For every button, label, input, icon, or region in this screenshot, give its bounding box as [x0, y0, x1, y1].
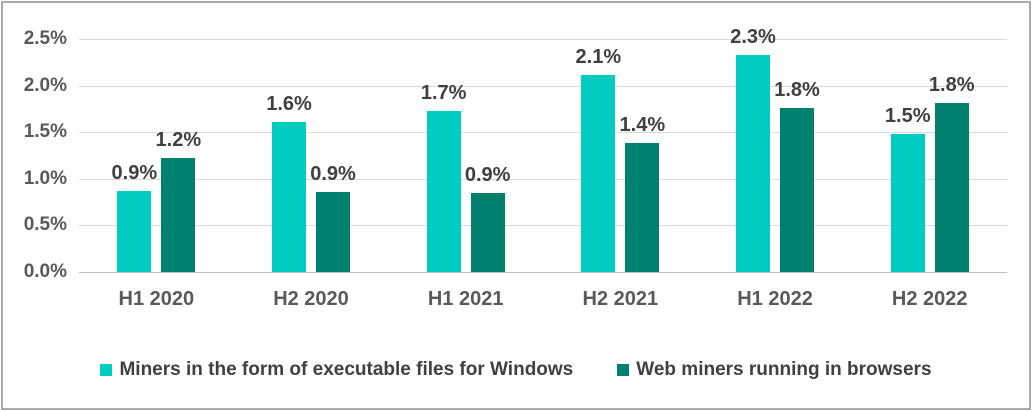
bar-miners-in-h1-2020: 0.9% [112, 163, 157, 272]
bar-miners-in-h1-2022: 2.3% [730, 27, 776, 272]
bar-web-miners-h2-2020: 0.9% [310, 164, 356, 272]
gridline [79, 39, 1007, 40]
x-tick-label-h1-2022: H1 2022 [737, 288, 813, 310]
data-label: 1.7% [420, 82, 467, 104]
y-tick-label-2-5: 2.5% [23, 28, 67, 49]
y-tick-label-1-5: 1.5% [23, 121, 67, 143]
bar-web-miners-h2-2021: 1.4% [620, 115, 665, 272]
gridline [79, 132, 1007, 134]
bar-miners-in-h2-2022: 1.5% [885, 106, 930, 272]
gridline [79, 178, 1007, 180]
plot-area: 0.0% 0.5% 1.0% 1.5% 2.0% 2.5% 0.9% 1.2% 1.6% 0.9… [3, 3, 1029, 408]
y-tick-label-0-5: 0.5% [23, 214, 67, 236]
x-tick-label-h2-2022: H2 2022 [891, 288, 968, 310]
bar-miners-in-h2-2020: 1.6% [266, 94, 312, 272]
data-label: 1.2% [155, 129, 202, 151]
x-tick-label-h1-2021: H1 2021 [427, 288, 504, 310]
legend-label: Web miners running in browsers [636, 359, 932, 380]
x-tick-label-h2-2021: H2 2021 [582, 288, 659, 310]
legend-swatch-icon [617, 364, 630, 376]
legend-label: Miners in the form of executable files f… [119, 359, 574, 380]
data-label: 0.9% [111, 162, 158, 184]
legend: Miners in the form of executable files f… [3, 359, 1029, 381]
bar-group-h1-2021: 1.7% 0.9% [388, 39, 543, 272]
gridline [79, 225, 1007, 227]
data-label: 1.6% [266, 93, 312, 115]
bar-group-h2-2020: 1.6% 0.9% [234, 39, 389, 272]
data-label: 1.8% [928, 74, 975, 96]
data-label: 1.4% [619, 114, 666, 136]
gridline [79, 85, 1007, 87]
y-tick-label-1-0: 1.0% [23, 167, 67, 189]
x-tick-label-h2-2020: H2 2020 [273, 288, 349, 310]
bar-groups: 0.9% 1.2% 1.6% 0.9% 1.7% 0.9% 2.1% 1.4% 2.3% 1.8%… [79, 27, 1007, 272]
y-tick-label-2-0: 2.0% [23, 74, 67, 96]
bar-group-h2-2021: 2.1% 1.4% [543, 39, 698, 272]
bar-miners-in-h1-2021: 1.7% [421, 83, 466, 272]
bar-web-miners-h1-2021: 0.9% [465, 165, 510, 272]
bar-group-h2-2022: 1.5% 1.8% [852, 39, 1007, 272]
bar-group-h1-2020: 0.9% 1.2% [79, 39, 234, 272]
data-label: 2.1% [575, 46, 622, 68]
legend-item-miners-in: Miners in the form of executable files f… [100, 359, 573, 381]
legend-swatch-icon [100, 364, 113, 376]
data-label: 0.9% [464, 164, 511, 186]
data-label: 2.3% [730, 26, 776, 48]
bar-web-miners-h1-2022: 1.8% [774, 80, 820, 272]
bar-web-miners-h1-2020: 1.2% [156, 130, 201, 272]
x-axis-line [79, 272, 1007, 273]
x-axis-labels: H1 2020 H2 2020 H1 2021 H2 2021 H1 2022 H2 20… [79, 287, 1007, 311]
legend-item-web-miners: Web miners running in browsers [617, 359, 932, 381]
y-tick-label-0-0: 0.0% [23, 261, 67, 282]
bar-miners-in-h2-2021: 2.1% [576, 47, 621, 272]
data-label: 0.9% [310, 163, 356, 185]
x-tick-label-h1-2020: H1 2020 [118, 288, 195, 310]
bar-group-h1-2022: 2.3% 1.8% [698, 27, 853, 272]
bar-web-miners-h2-2022: 1.8% [929, 75, 974, 272]
data-label: 1.8% [774, 79, 820, 101]
data-label: 1.5% [884, 105, 931, 127]
